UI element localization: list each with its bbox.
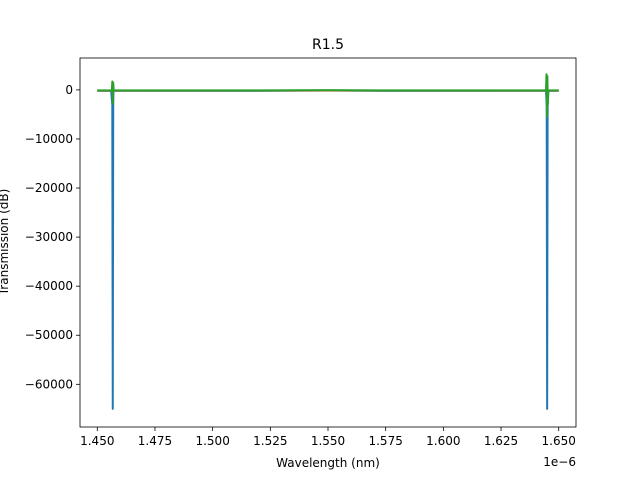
x-tick-label: 1.450 — [80, 434, 114, 448]
y-tick-label: −60000 — [25, 377, 73, 391]
x-axis-offset-label: 1e−6 — [543, 455, 576, 469]
y-tick-label: 0 — [65, 83, 73, 97]
y-tick-label: −20000 — [25, 181, 73, 195]
series-line-3 — [97, 73, 559, 118]
x-tick-label: 1.650 — [542, 434, 576, 448]
x-axis-label: Wavelength (nm) — [276, 456, 380, 470]
x-tick-label: 1.600 — [426, 434, 460, 448]
y-tick-label: −30000 — [25, 230, 73, 244]
x-tick-label: 1.575 — [368, 434, 402, 448]
x-tick-label: 1.550 — [311, 434, 345, 448]
y-tick-label: −40000 — [25, 279, 73, 293]
plot-lines — [97, 73, 559, 410]
x-axis-ticks: 1.450 1.475 1.500 1.525 1.550 1.575 1.600 1.625… — [80, 427, 576, 448]
y-tick-label: −50000 — [25, 328, 73, 342]
x-tick-label: 1.625 — [484, 434, 518, 448]
x-tick-label: 1.525 — [253, 434, 287, 448]
x-tick-label: 1.475 — [138, 434, 172, 448]
y-tick-label: −10000 — [25, 132, 73, 146]
chart-title: R1.5 — [312, 37, 344, 53]
x-tick-label: 1.500 — [195, 434, 229, 448]
y-axis-label: Transmission (dB) — [0, 189, 11, 297]
y-axis-ticks: 0 −10000 −20000 −30000 −40000 −50000 −60000 — [25, 83, 80, 391]
